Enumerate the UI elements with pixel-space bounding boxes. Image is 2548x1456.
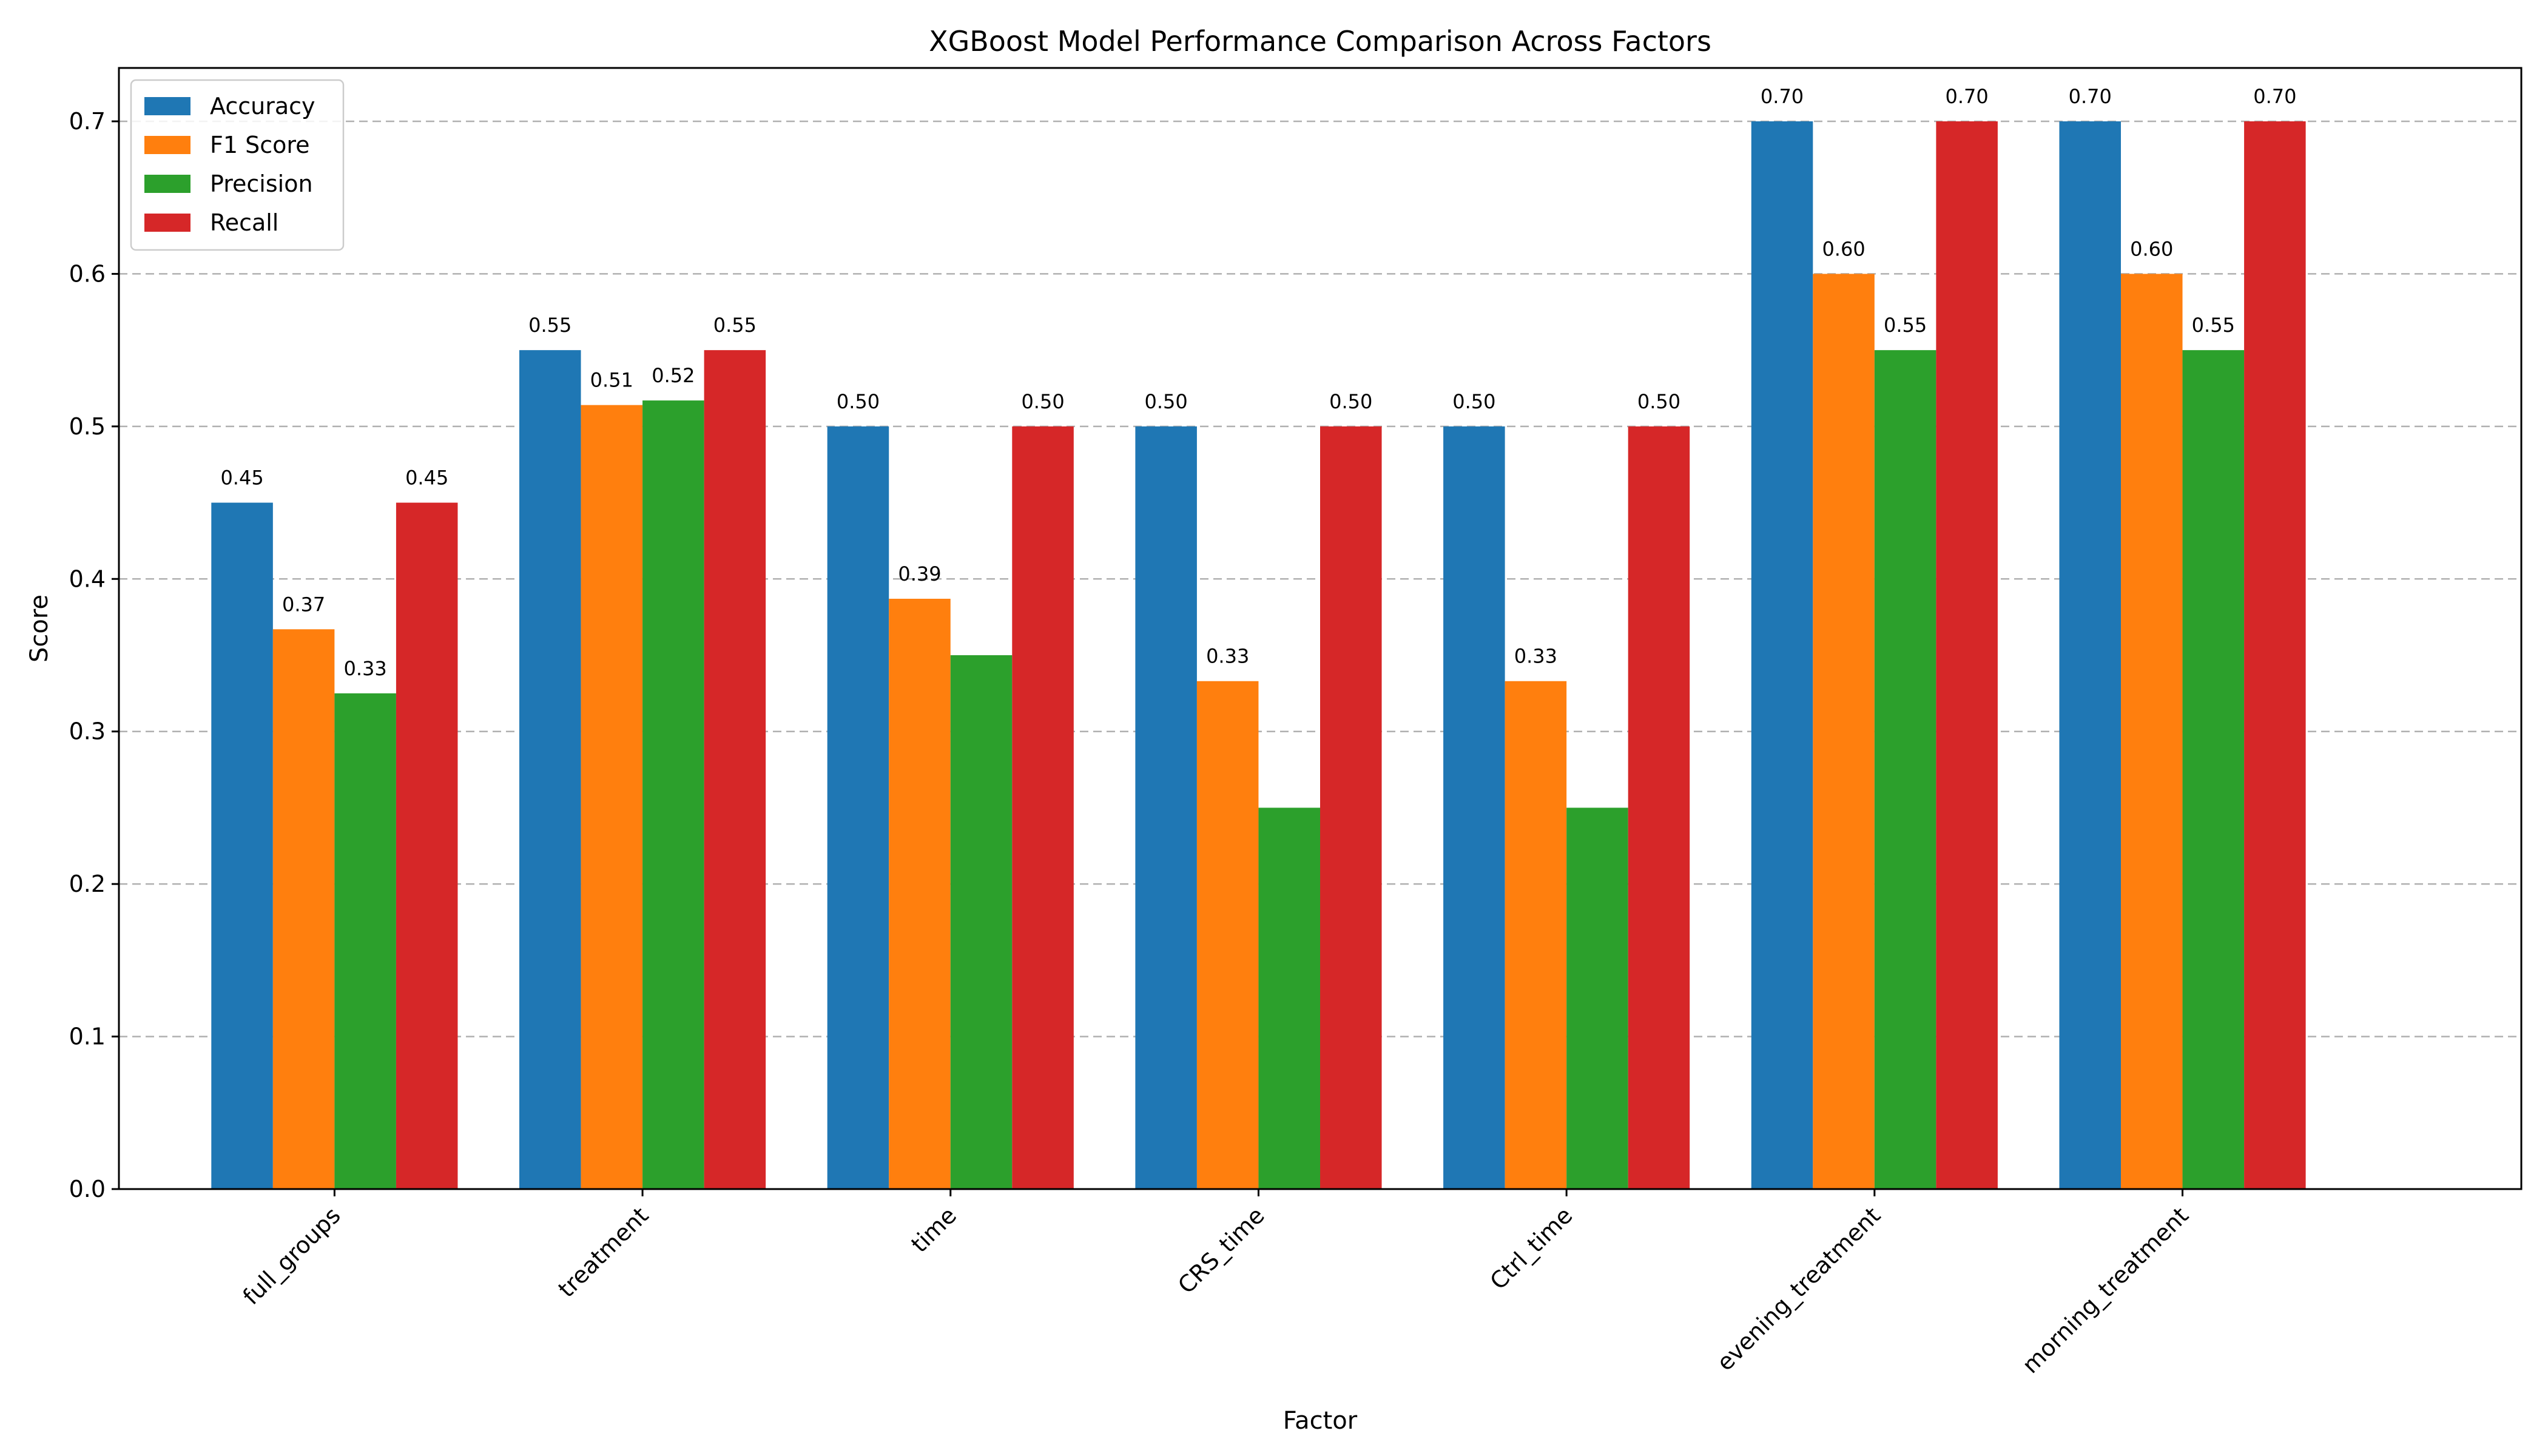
bar-value-label: 0.33 bbox=[344, 657, 387, 680]
bar-value-labels: 0.45 0.55 0.50 0.50 0.50 0.70 0.70 0.37 0.51 0.39… bbox=[220, 85, 2296, 680]
bar-accuracy-evening-treatment bbox=[1751, 121, 1813, 1189]
legend-box bbox=[130, 79, 345, 251]
bar-precision-morning-treatment bbox=[2182, 350, 2245, 1190]
legend-label: Recall bbox=[210, 209, 278, 236]
bar-value-label: 0.70 bbox=[1761, 85, 1804, 108]
bar-f1-score-morning-treatment bbox=[2121, 274, 2183, 1189]
bar-recall-time bbox=[1012, 426, 1074, 1189]
y-axis-ticks: 0.0 0.1 0.2 0.3 0.4 0.5 0.6 0.7 bbox=[69, 108, 119, 1202]
bar-precision-evening-treatment bbox=[1874, 350, 1936, 1190]
y-tick-label: 0.5 bbox=[69, 413, 106, 440]
x-tick-label: treatment bbox=[553, 1202, 654, 1303]
legend-label: Accuracy bbox=[210, 93, 315, 120]
bar-value-label: 0.39 bbox=[898, 562, 941, 585]
bar-value-label: 0.50 bbox=[1145, 390, 1188, 413]
bar-value-label: 0.37 bbox=[282, 593, 325, 616]
bar-value-label: 0.50 bbox=[1021, 390, 1064, 413]
bar-f1-score-time bbox=[889, 598, 951, 1189]
legend-label: Precision bbox=[210, 170, 313, 197]
legend-label: F1 Score bbox=[210, 132, 310, 158]
y-tick-label: 0.1 bbox=[69, 1023, 106, 1050]
bar-value-label: 0.52 bbox=[652, 364, 695, 387]
y-tick-label: 0.3 bbox=[69, 718, 106, 745]
bar-recall-full-groups bbox=[396, 502, 458, 1189]
bar-f1-score-evening-treatment bbox=[1813, 274, 1875, 1189]
y-tick-label: 0.2 bbox=[69, 871, 106, 897]
y-tick-label: 0.7 bbox=[69, 108, 106, 135]
bar-value-label: 0.55 bbox=[2192, 314, 2235, 337]
bar-value-label: 0.70 bbox=[2253, 85, 2296, 108]
bar-accuracy-morning-treatment bbox=[2059, 121, 2121, 1189]
bar-f1-score-ctrl-time bbox=[1505, 681, 1567, 1189]
plot-frame bbox=[118, 67, 2523, 1190]
bar-recall-morning-treatment bbox=[2244, 121, 2306, 1189]
bar-value-label: 0.60 bbox=[2130, 237, 2173, 260]
bar-value-label: 0.55 bbox=[713, 314, 757, 337]
bar-value-label: 0.50 bbox=[837, 390, 880, 413]
bar-recall-crs-time bbox=[1320, 426, 1382, 1189]
bar-value-label: 0.33 bbox=[1514, 645, 1557, 668]
x-tick-label: Ctrl_time bbox=[1485, 1202, 1577, 1295]
bar-precision-treatment bbox=[642, 400, 704, 1189]
bar-value-label: 0.50 bbox=[1452, 390, 1495, 413]
bar-value-label: 0.70 bbox=[2069, 85, 2112, 108]
bar-accuracy-time bbox=[827, 426, 889, 1189]
legend: Accuracy F1 Score Precision Recall bbox=[130, 79, 345, 251]
x-axis-label: Factor bbox=[1283, 1407, 1358, 1435]
bar-value-label: 0.45 bbox=[220, 467, 263, 490]
bar-value-label: 0.50 bbox=[1637, 390, 1680, 413]
x-tick-label: morning_treatment bbox=[2017, 1202, 2194, 1378]
legend-swatch bbox=[144, 214, 190, 232]
legend-swatch bbox=[144, 136, 190, 154]
bar-value-label: 0.50 bbox=[1329, 390, 1372, 413]
y-tick-label: 0.4 bbox=[69, 565, 106, 592]
bar-f1-score-full-groups bbox=[272, 629, 335, 1189]
bar-value-label: 0.33 bbox=[1206, 645, 1249, 668]
bar-f1-score-crs-time bbox=[1196, 681, 1259, 1189]
bar-accuracy-ctrl-time bbox=[1443, 426, 1505, 1189]
bar-recall-treatment bbox=[704, 350, 766, 1190]
x-tick-label: time bbox=[906, 1202, 962, 1258]
legend-swatch bbox=[144, 97, 190, 115]
bar-precision-crs-time bbox=[1258, 807, 1320, 1189]
legend-swatch bbox=[144, 175, 190, 193]
bar-recall-ctrl-time bbox=[1628, 426, 1690, 1189]
bars bbox=[211, 121, 2306, 1190]
x-tick-label: full_groups bbox=[238, 1202, 346, 1310]
y-axis-label: Score bbox=[25, 595, 53, 662]
chart-title: XGBoost Model Performance Comparison Acr… bbox=[929, 25, 1711, 58]
bar-recall-evening-treatment bbox=[1936, 121, 1998, 1189]
bar-value-label: 0.55 bbox=[528, 314, 571, 337]
y-tick-label: 0.6 bbox=[69, 260, 106, 287]
bar-accuracy-crs-time bbox=[1135, 426, 1197, 1189]
bar-value-label: 0.70 bbox=[1946, 85, 1989, 108]
bar-value-label: 0.51 bbox=[590, 369, 633, 392]
x-tick-label: evening_treatment bbox=[1711, 1202, 1886, 1376]
bar-value-label: 0.55 bbox=[1884, 314, 1927, 337]
y-tick-label: 0.0 bbox=[69, 1176, 106, 1202]
x-axis-ticks: full_groups treatment time CRS_time Ctrl_tim… bbox=[238, 1189, 2194, 1378]
bar-value-label: 0.45 bbox=[405, 467, 448, 490]
bar-value-label: 0.60 bbox=[1822, 237, 1865, 260]
bar-accuracy-treatment bbox=[519, 350, 581, 1190]
bar-precision-ctrl-time bbox=[1566, 807, 1628, 1189]
bar-precision-full-groups bbox=[334, 693, 396, 1189]
bar-f1-score-treatment bbox=[581, 405, 643, 1189]
bar-accuracy-full-groups bbox=[211, 502, 273, 1189]
x-tick-label: CRS_time bbox=[1173, 1202, 1270, 1299]
bar-precision-time bbox=[950, 655, 1013, 1189]
